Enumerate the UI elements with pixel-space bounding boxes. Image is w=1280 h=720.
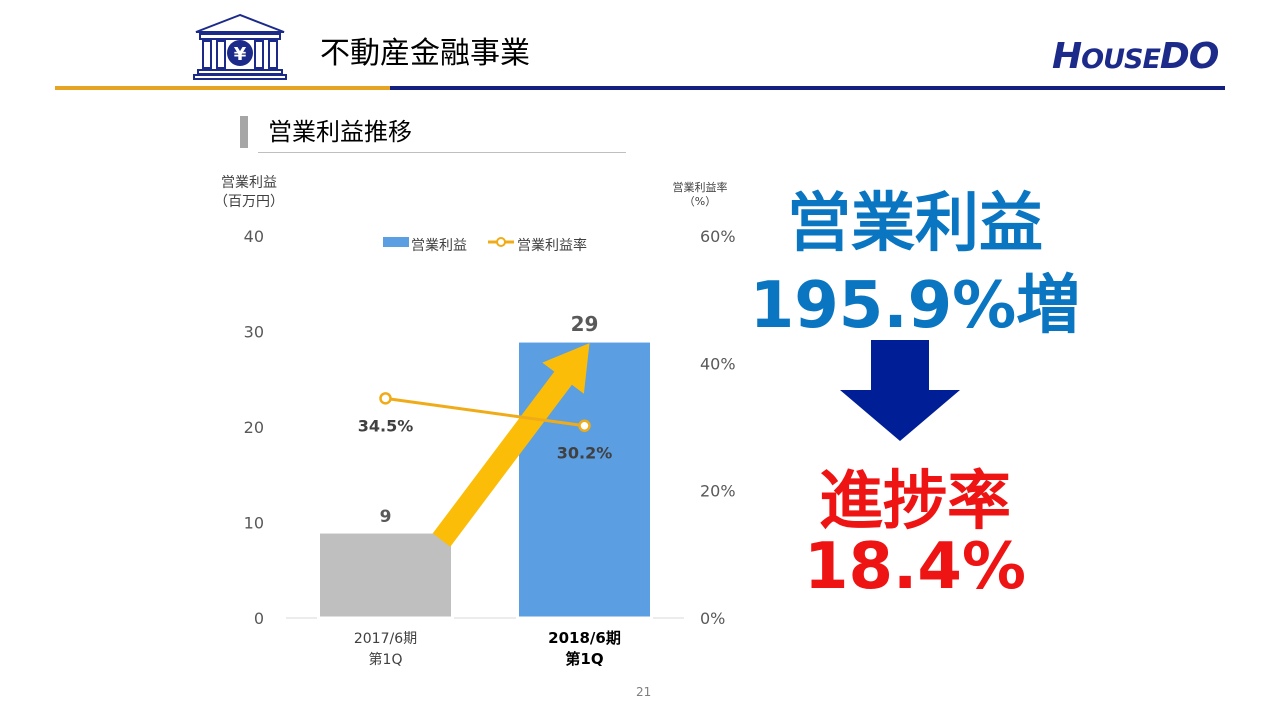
highlight-title: 営業利益 <box>787 187 1043 261</box>
legend-swatch-bar <box>383 237 409 247</box>
section-marker <box>240 116 248 148</box>
page-title: 不動産金融事業 <box>320 36 530 71</box>
y-axis-title-left: （百万円） <box>214 194 284 210</box>
y-tick-label-left: 0 <box>254 609 264 628</box>
line-data-label: 30.2% <box>557 444 613 463</box>
y-tick-label-left: 30 <box>244 323 264 342</box>
y-axis-title-right: （%） <box>684 195 716 208</box>
section-underline <box>258 152 626 153</box>
y-tick-label-right: 40% <box>700 354 736 373</box>
page-number: 21 <box>636 685 652 699</box>
y-tick-label-right: 20% <box>700 482 736 501</box>
y-tick-label-right: 60% <box>700 227 736 246</box>
y-tick-label-right: 0% <box>700 609 725 628</box>
bank-yen-icon: ¥ <box>193 13 287 80</box>
y-axis-title-right: 営業利益率 <box>673 180 728 194</box>
y-tick-label-left: 10 <box>244 514 264 533</box>
x-tick-label: 第1Q <box>565 650 603 668</box>
highlight-progress-rate: 18.4% <box>803 530 1027 604</box>
y-tick-label-left: 20 <box>244 418 264 437</box>
margin-rate-line <box>385 396 585 428</box>
line-data-label: 34.5% <box>358 416 414 435</box>
header-rule-accent <box>55 86 390 90</box>
operating-profit-chart: 0102030400%20%40%60%営業利益（百万円）営業利益率（%）201… <box>214 175 736 668</box>
highlight-progress-label: 進捗率 <box>819 465 1011 539</box>
housedo-logo: HOUSEDO <box>1052 36 1219 77</box>
legend-marker-sample <box>496 237 506 247</box>
svg-text:¥: ¥ <box>234 44 247 65</box>
y-tick-label-left: 40 <box>244 227 264 246</box>
bar-data-label: 9 <box>380 507 392 527</box>
down-arrow-icon <box>840 340 960 441</box>
highlight-growth-value: 195.9%増 <box>749 269 1081 343</box>
section-title: 営業利益推移 <box>268 118 412 146</box>
x-tick-label: 2018/6期 <box>548 629 621 647</box>
y-axis-title-left: 営業利益 <box>221 175 277 191</box>
x-tick-label: 2017/6期 <box>354 631 417 647</box>
x-tick-label: 第1Q <box>369 651 403 668</box>
margin-rate-marker <box>379 392 392 405</box>
margin-rate-marker <box>578 419 591 432</box>
growth-arrow <box>432 343 590 547</box>
header-rule-brand <box>390 86 1225 90</box>
legend-label-bar: 営業利益 <box>411 238 467 254</box>
bar-data-label: 29 <box>571 312 599 336</box>
legend-label-line: 営業利益率 <box>517 237 587 254</box>
bar <box>317 530 454 620</box>
